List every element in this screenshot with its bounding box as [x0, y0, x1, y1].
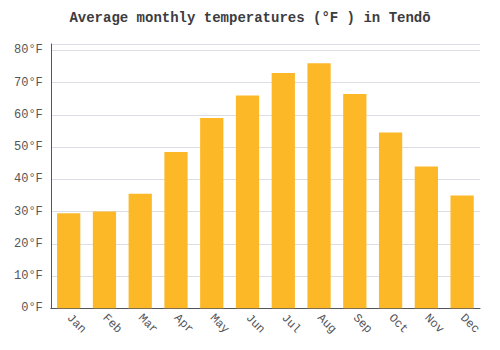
svg-text:Mar: Mar: [135, 311, 160, 336]
svg-text:Jan: Jan: [64, 311, 89, 336]
svg-text:0°F: 0°F: [21, 301, 43, 315]
svg-text:Feb: Feb: [100, 311, 125, 336]
svg-text:Aug: Aug: [314, 311, 339, 336]
svg-text:Sep: Sep: [350, 311, 375, 336]
svg-text:Nov: Nov: [421, 311, 446, 336]
svg-text:May: May: [207, 311, 232, 336]
svg-text:30°F: 30°F: [14, 205, 43, 219]
svg-text:50°F: 50°F: [14, 140, 43, 154]
svg-text:Jun: Jun: [243, 311, 268, 336]
svg-text:60°F: 60°F: [14, 108, 43, 122]
svg-text:Oct: Oct: [386, 311, 411, 336]
svg-text:Dec: Dec: [457, 311, 482, 336]
svg-text:Average monthly temperatures (: Average monthly temperatures (°F ) in Te…: [69, 10, 430, 26]
svg-text:80°F: 80°F: [14, 43, 43, 57]
svg-text:Apr: Apr: [171, 311, 196, 336]
svg-text:20°F: 20°F: [14, 237, 43, 251]
svg-text:10°F: 10°F: [14, 269, 43, 283]
svg-text:70°F: 70°F: [14, 76, 43, 90]
svg-text:40°F: 40°F: [14, 172, 43, 186]
svg-text:Jul: Jul: [278, 311, 303, 336]
